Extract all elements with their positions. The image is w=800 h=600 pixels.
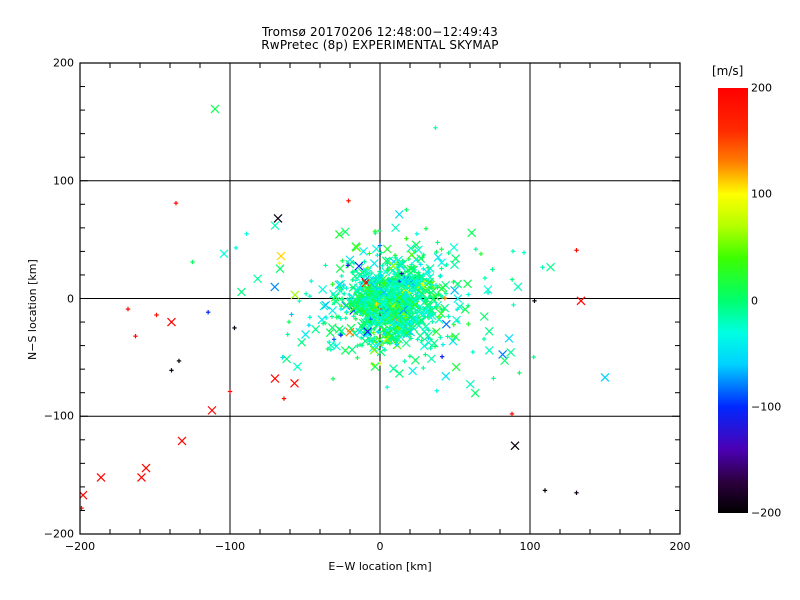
axis-tick-label: −100: [214, 540, 246, 553]
scatter-points: [80, 104, 610, 511]
colorbar-unit-label: [m/s]: [712, 64, 744, 78]
axis-tick-label: 0: [376, 540, 384, 553]
axis-ticks: [79, 62, 681, 535]
colorbar-tick-label: −100: [751, 400, 782, 414]
title-line-1: Tromsø 20170206 12:48:00−12:49:43: [261, 25, 498, 39]
colorbar-tick-label: 100: [751, 187, 772, 201]
title-line-2: RwPretec (8p) EXPERIMENTAL SKYMAP: [261, 38, 499, 52]
axis-tick-label: −200: [43, 527, 74, 541]
colorbar-tick-label: 0: [751, 294, 758, 307]
axis-tick-label: −100: [43, 409, 74, 423]
axis-tick-label: 200: [669, 540, 691, 553]
axis-tick-label: 200: [53, 56, 74, 70]
axis-tick-label: 100: [53, 174, 74, 188]
axis-tick-label: 100: [519, 540, 541, 553]
axis-tick-label: −200: [64, 540, 96, 553]
colorbar-tick-label: 200: [751, 81, 772, 95]
axis-tick-label: 0: [67, 292, 74, 305]
y-axis-label: N−S location [km]: [26, 259, 39, 360]
x-axis-label: E−W location [km]: [328, 560, 432, 573]
colorbar-tick-label: −200: [751, 506, 782, 520]
colorbar-gradient: [718, 88, 748, 513]
figure-title: Tromsø 20170206 12:48:00−12:49:43 RwPret…: [0, 26, 760, 52]
